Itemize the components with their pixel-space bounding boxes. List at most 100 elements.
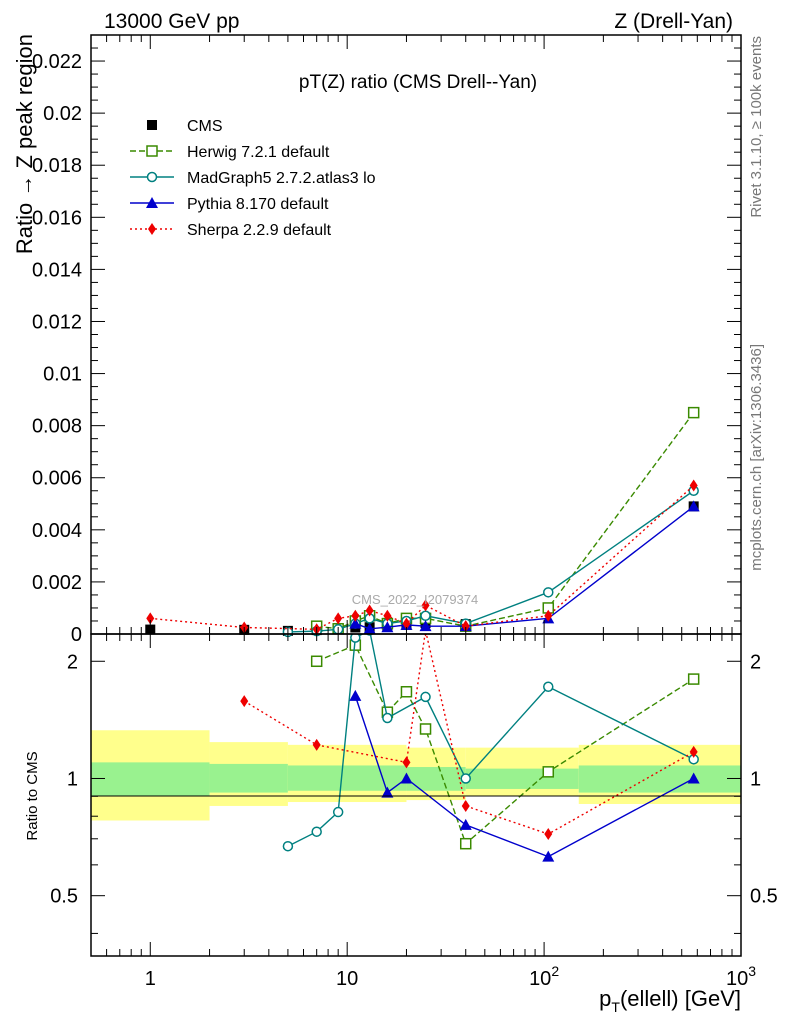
ratio-series-herwig: [310, 639, 700, 850]
ratio-y-tick-label-right: 2: [750, 651, 761, 673]
band-inner: [91, 762, 210, 797]
x-tick-label: 102: [529, 963, 559, 990]
analysis-watermark: CMS_2022_I2079374: [352, 592, 479, 607]
data-point: [381, 621, 394, 633]
legend-label: CMS: [187, 118, 223, 135]
data-point: [689, 479, 698, 492]
x-tick-exp: 3: [748, 963, 756, 979]
legend-entry: CMS: [147, 118, 223, 135]
y-tick-label: 0.02: [43, 103, 82, 125]
y-tick-label: 0.002: [32, 572, 82, 594]
ratio-point: [459, 818, 472, 830]
legend-label: Sherpa 2.2.9 default: [187, 222, 332, 239]
rivet-label: Rivet 3.1.10, ≥ 100k events: [748, 36, 765, 218]
band-inner: [287, 765, 407, 791]
data-point: [543, 587, 554, 598]
y-tick-label: 0.004: [32, 520, 82, 542]
data-point: [146, 612, 155, 625]
legend-label: Herwig 7.2.1 default: [187, 144, 330, 161]
y-tick-label: 0.006: [32, 468, 82, 490]
x-tick-label: 1: [145, 968, 156, 990]
y-tick-label: 0.01: [43, 364, 82, 386]
ratio-line: [287, 634, 694, 847]
y-tick-label: 0.014: [32, 259, 82, 281]
ratio-point: [544, 828, 553, 841]
ratio-line: [354, 695, 695, 858]
ratio-point: [402, 756, 411, 769]
header-right: Z (Drell-Yan): [614, 10, 733, 33]
legend-entry: Pythia 8.170 default: [130, 196, 329, 213]
x-tick-base: 10: [726, 968, 748, 990]
ratio-point: [332, 806, 344, 818]
band-inner: [406, 767, 466, 791]
data-point: [461, 620, 470, 633]
ratio-point: [542, 850, 555, 862]
ratio-point: [689, 745, 698, 758]
x-tick-label: 103: [726, 963, 756, 990]
data-point: [334, 612, 343, 625]
ratio-series-pythia: [349, 689, 700, 862]
xlabel: pT(ellell) [GeV]: [599, 986, 741, 1015]
y-tick-label: 0.018: [32, 155, 82, 177]
ratio-point: [240, 695, 249, 708]
legend-marker: [146, 145, 158, 157]
y-tick-label: 0.008: [32, 416, 82, 438]
legend-entry: Herwig 7.2.1 default: [130, 144, 330, 161]
ratio-y-tick-label-right: 0.5: [750, 886, 778, 908]
ratio-y-tick-label: 2: [67, 651, 78, 673]
legend-entry: MadGraph5 2.7.2.atlas3 lo: [130, 170, 376, 187]
ratio-point: [542, 766, 555, 778]
legend-marker: [148, 223, 156, 235]
ratio-point: [282, 840, 294, 852]
data-point: [349, 617, 362, 629]
main-ylabel: Ratio → Z peak region: [12, 34, 37, 254]
data-point: [421, 599, 430, 612]
x-tick-exp: 2: [551, 963, 559, 979]
ratio-point: [419, 723, 432, 735]
ratio-point: [349, 689, 362, 701]
series-sherpa: [146, 479, 698, 636]
ratio-panel-frame: [90, 633, 742, 957]
data-point: [383, 609, 392, 622]
legend-marker: [146, 171, 158, 183]
data-point: [351, 609, 360, 622]
data-point: [544, 609, 553, 622]
x-tick-label: 10: [336, 968, 358, 990]
x-tick-base: 10: [529, 968, 551, 990]
xlabel-rest: (ellell) [GeV]: [620, 986, 741, 1011]
y-tick-label: 0: [71, 624, 82, 646]
chart-title: pT(Z) ratio (CMS Drell--Yan): [299, 72, 537, 93]
ratio-point: [382, 712, 393, 724]
data-point: [420, 610, 431, 622]
ratio-uncertainty-bands: [91, 730, 741, 821]
ratio-point: [311, 826, 322, 837]
ratio-point: [687, 673, 700, 685]
ratio-point: [687, 772, 700, 784]
ratio-point: [400, 772, 413, 784]
y-tick-label: 0.012: [32, 311, 82, 333]
ratio-point: [459, 837, 472, 850]
axes-ticks: 1 10 102 10300.0020.0040.0060.0080.010.0120…: [32, 34, 778, 990]
data-point: [363, 622, 376, 634]
band-inner: [465, 768, 579, 789]
legend-marker: [146, 197, 158, 208]
mcplots-label: mcplots.cern.ch [arXiv:1306.3436]: [748, 344, 765, 571]
ratio-series-sherpa: [240, 634, 698, 841]
ratio-point: [543, 681, 554, 693]
ratio-ylabel: Ratio to CMS: [24, 751, 41, 840]
ratio-series-madgraph5: [282, 634, 699, 852]
legend-marker: [147, 120, 157, 130]
data-point: [419, 620, 432, 632]
header-left: 13000 GeV pp: [104, 10, 239, 33]
data-point: [687, 500, 700, 512]
data-point: [687, 406, 700, 419]
ratio-point: [310, 655, 323, 668]
y-tick-label: 0.022: [32, 51, 82, 73]
ratio-point: [312, 738, 321, 751]
ratio-point: [420, 691, 431, 703]
legend-entry: Sherpa 2.2.9 default: [130, 222, 332, 239]
band-inner: [209, 763, 288, 793]
ratio-point: [460, 773, 471, 784]
